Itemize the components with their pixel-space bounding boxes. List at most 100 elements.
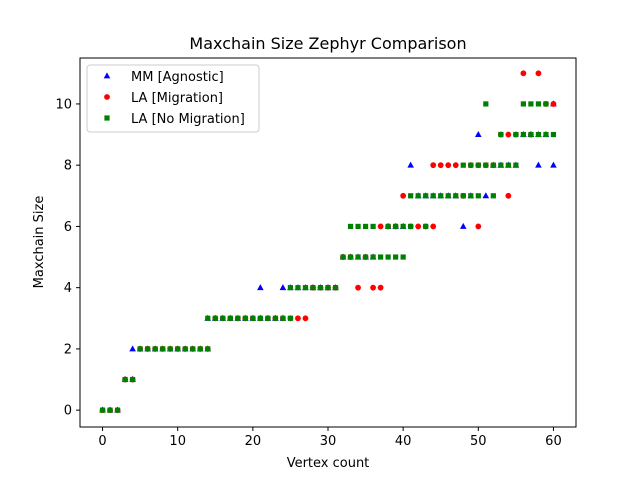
data-point bbox=[355, 284, 361, 291]
data-point bbox=[130, 376, 136, 383]
y-tick-label: 4 bbox=[64, 281, 72, 296]
data-point bbox=[107, 407, 113, 413]
data-point bbox=[520, 101, 526, 107]
data-point bbox=[520, 131, 526, 138]
data-point bbox=[535, 161, 542, 168]
data-point bbox=[475, 193, 481, 199]
legend-label-la-no-migration: LA [No Migration] bbox=[131, 112, 245, 127]
data-point bbox=[347, 254, 354, 260]
data-point bbox=[377, 223, 384, 230]
legend-marker-mm-agnostic bbox=[103, 72, 111, 79]
data-point bbox=[145, 346, 151, 352]
data-point bbox=[370, 254, 376, 260]
x-tick-label: 30 bbox=[320, 434, 337, 449]
data-point bbox=[370, 284, 376, 291]
data-point bbox=[99, 407, 106, 413]
data-point bbox=[190, 346, 196, 352]
data-point bbox=[445, 162, 452, 169]
data-point bbox=[430, 193, 436, 199]
y-tick-label: 6 bbox=[64, 220, 72, 235]
data-point bbox=[430, 223, 437, 230]
x-tick-label: 20 bbox=[245, 434, 262, 449]
legend-marker-la-migration bbox=[104, 94, 110, 100]
data-point bbox=[490, 162, 496, 168]
data-point bbox=[528, 101, 534, 107]
y-axis-label: Maxchain Size bbox=[32, 196, 47, 289]
data-point bbox=[212, 315, 218, 321]
data-point bbox=[302, 285, 309, 291]
data-point bbox=[242, 315, 248, 321]
data-marks bbox=[99, 70, 557, 414]
data-point bbox=[114, 407, 121, 413]
data-point bbox=[220, 315, 226, 321]
data-point bbox=[317, 285, 324, 291]
y-tick-label: 8 bbox=[64, 159, 72, 174]
data-point bbox=[332, 285, 339, 291]
data-point bbox=[423, 193, 429, 199]
data-point bbox=[393, 254, 399, 260]
data-point bbox=[550, 131, 557, 138]
data-point bbox=[370, 223, 376, 230]
data-point bbox=[445, 193, 451, 199]
data-point bbox=[287, 285, 294, 291]
data-point bbox=[483, 162, 489, 168]
data-point bbox=[475, 130, 482, 137]
data-point bbox=[415, 223, 422, 230]
data-point bbox=[400, 223, 406, 230]
data-point bbox=[423, 223, 429, 230]
data-point bbox=[513, 162, 519, 168]
data-point bbox=[498, 162, 504, 168]
data-point bbox=[302, 315, 309, 322]
data-point bbox=[550, 101, 557, 107]
data-point bbox=[415, 193, 421, 199]
data-point bbox=[340, 254, 346, 260]
data-point bbox=[227, 315, 233, 321]
y-axis-ticks: 0 2 4 6 8 10 bbox=[55, 97, 80, 419]
data-point bbox=[295, 285, 301, 291]
data-point bbox=[272, 315, 278, 321]
data-point bbox=[152, 346, 158, 352]
data-point bbox=[257, 315, 263, 321]
data-point bbox=[378, 254, 384, 260]
data-point bbox=[535, 131, 542, 138]
data-point bbox=[453, 193, 459, 199]
data-point bbox=[182, 346, 188, 352]
data-point bbox=[257, 284, 264, 291]
data-point bbox=[385, 254, 391, 260]
x-tick-label: 50 bbox=[470, 434, 487, 449]
data-point bbox=[437, 162, 444, 169]
data-point bbox=[362, 223, 369, 230]
x-axis-ticks: 0 10 20 30 40 50 60 bbox=[98, 427, 562, 449]
data-point bbox=[520, 70, 527, 77]
data-point bbox=[528, 131, 534, 138]
data-point bbox=[205, 346, 211, 352]
data-point bbox=[393, 223, 399, 230]
data-point bbox=[362, 254, 369, 260]
data-point bbox=[355, 254, 361, 260]
x-tick-label: 0 bbox=[98, 434, 106, 449]
y-tick-label: 0 bbox=[64, 404, 72, 419]
data-point bbox=[385, 223, 391, 230]
data-point bbox=[438, 193, 444, 199]
legend-label-la-migration: LA [Migration] bbox=[131, 91, 223, 106]
y-tick-label: 10 bbox=[55, 97, 72, 112]
data-point bbox=[482, 192, 490, 199]
data-point bbox=[197, 346, 203, 352]
data-point bbox=[543, 131, 549, 138]
chart-title: Maxchain Size Zephyr Comparison bbox=[189, 34, 466, 53]
data-point bbox=[513, 131, 519, 138]
data-point bbox=[310, 285, 316, 291]
data-point bbox=[129, 345, 136, 352]
data-point bbox=[160, 346, 166, 352]
x-tick-label: 60 bbox=[545, 434, 562, 449]
data-point bbox=[347, 223, 354, 230]
data-point bbox=[175, 346, 181, 352]
data-point bbox=[122, 376, 128, 383]
series-la-no-migration bbox=[99, 101, 557, 413]
data-point bbox=[408, 193, 414, 199]
data-point bbox=[543, 101, 549, 107]
x-tick-label: 10 bbox=[169, 434, 186, 449]
x-axis-label: Vertex count bbox=[287, 456, 370, 471]
data-point bbox=[355, 223, 361, 230]
